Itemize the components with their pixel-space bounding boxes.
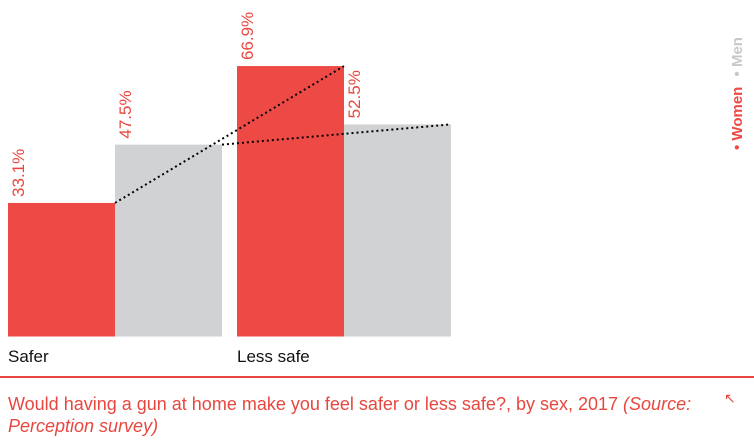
legend-women-bullet: • [729, 145, 746, 150]
caption-source: (Source: Perception survey) [8, 394, 692, 436]
expand-arrow-icon[interactable]: ↖ [724, 390, 736, 406]
connector-line-men [221, 123, 452, 146]
value-labels: 33.1% 66.9% 47.5% 52.5% [9, 12, 364, 197]
bar-men-safer[interactable] [115, 144, 222, 337]
bars-group [8, 66, 451, 338]
bar-women-less-safe[interactable] [237, 66, 344, 338]
legend[interactable]: • Women • Men [729, 37, 746, 150]
legend-men[interactable]: Men [729, 37, 746, 67]
value-label-women-less-safe: 66.9% [238, 12, 257, 60]
caption-text: Would having a gun at home make you feel… [8, 394, 619, 414]
value-label-men-less-safe: 52.5% [345, 70, 364, 118]
bar-women-safer[interactable] [8, 202, 115, 337]
category-label-less-safe: Less safe [237, 347, 310, 366]
connector-lines [114, 65, 452, 204]
chart-caption: Would having a gun at home make you feel… [8, 393, 708, 437]
legend-men-bullet: • [729, 71, 746, 76]
bar-men-less-safe[interactable] [344, 124, 451, 337]
value-label-men-safer: 47.5% [116, 90, 135, 138]
category-labels: Safer Less safe [8, 347, 310, 366]
legend-women[interactable]: Women [729, 87, 746, 141]
value-label-women-safer: 33.1% [9, 149, 28, 197]
category-label-safer: Safer [8, 347, 49, 366]
